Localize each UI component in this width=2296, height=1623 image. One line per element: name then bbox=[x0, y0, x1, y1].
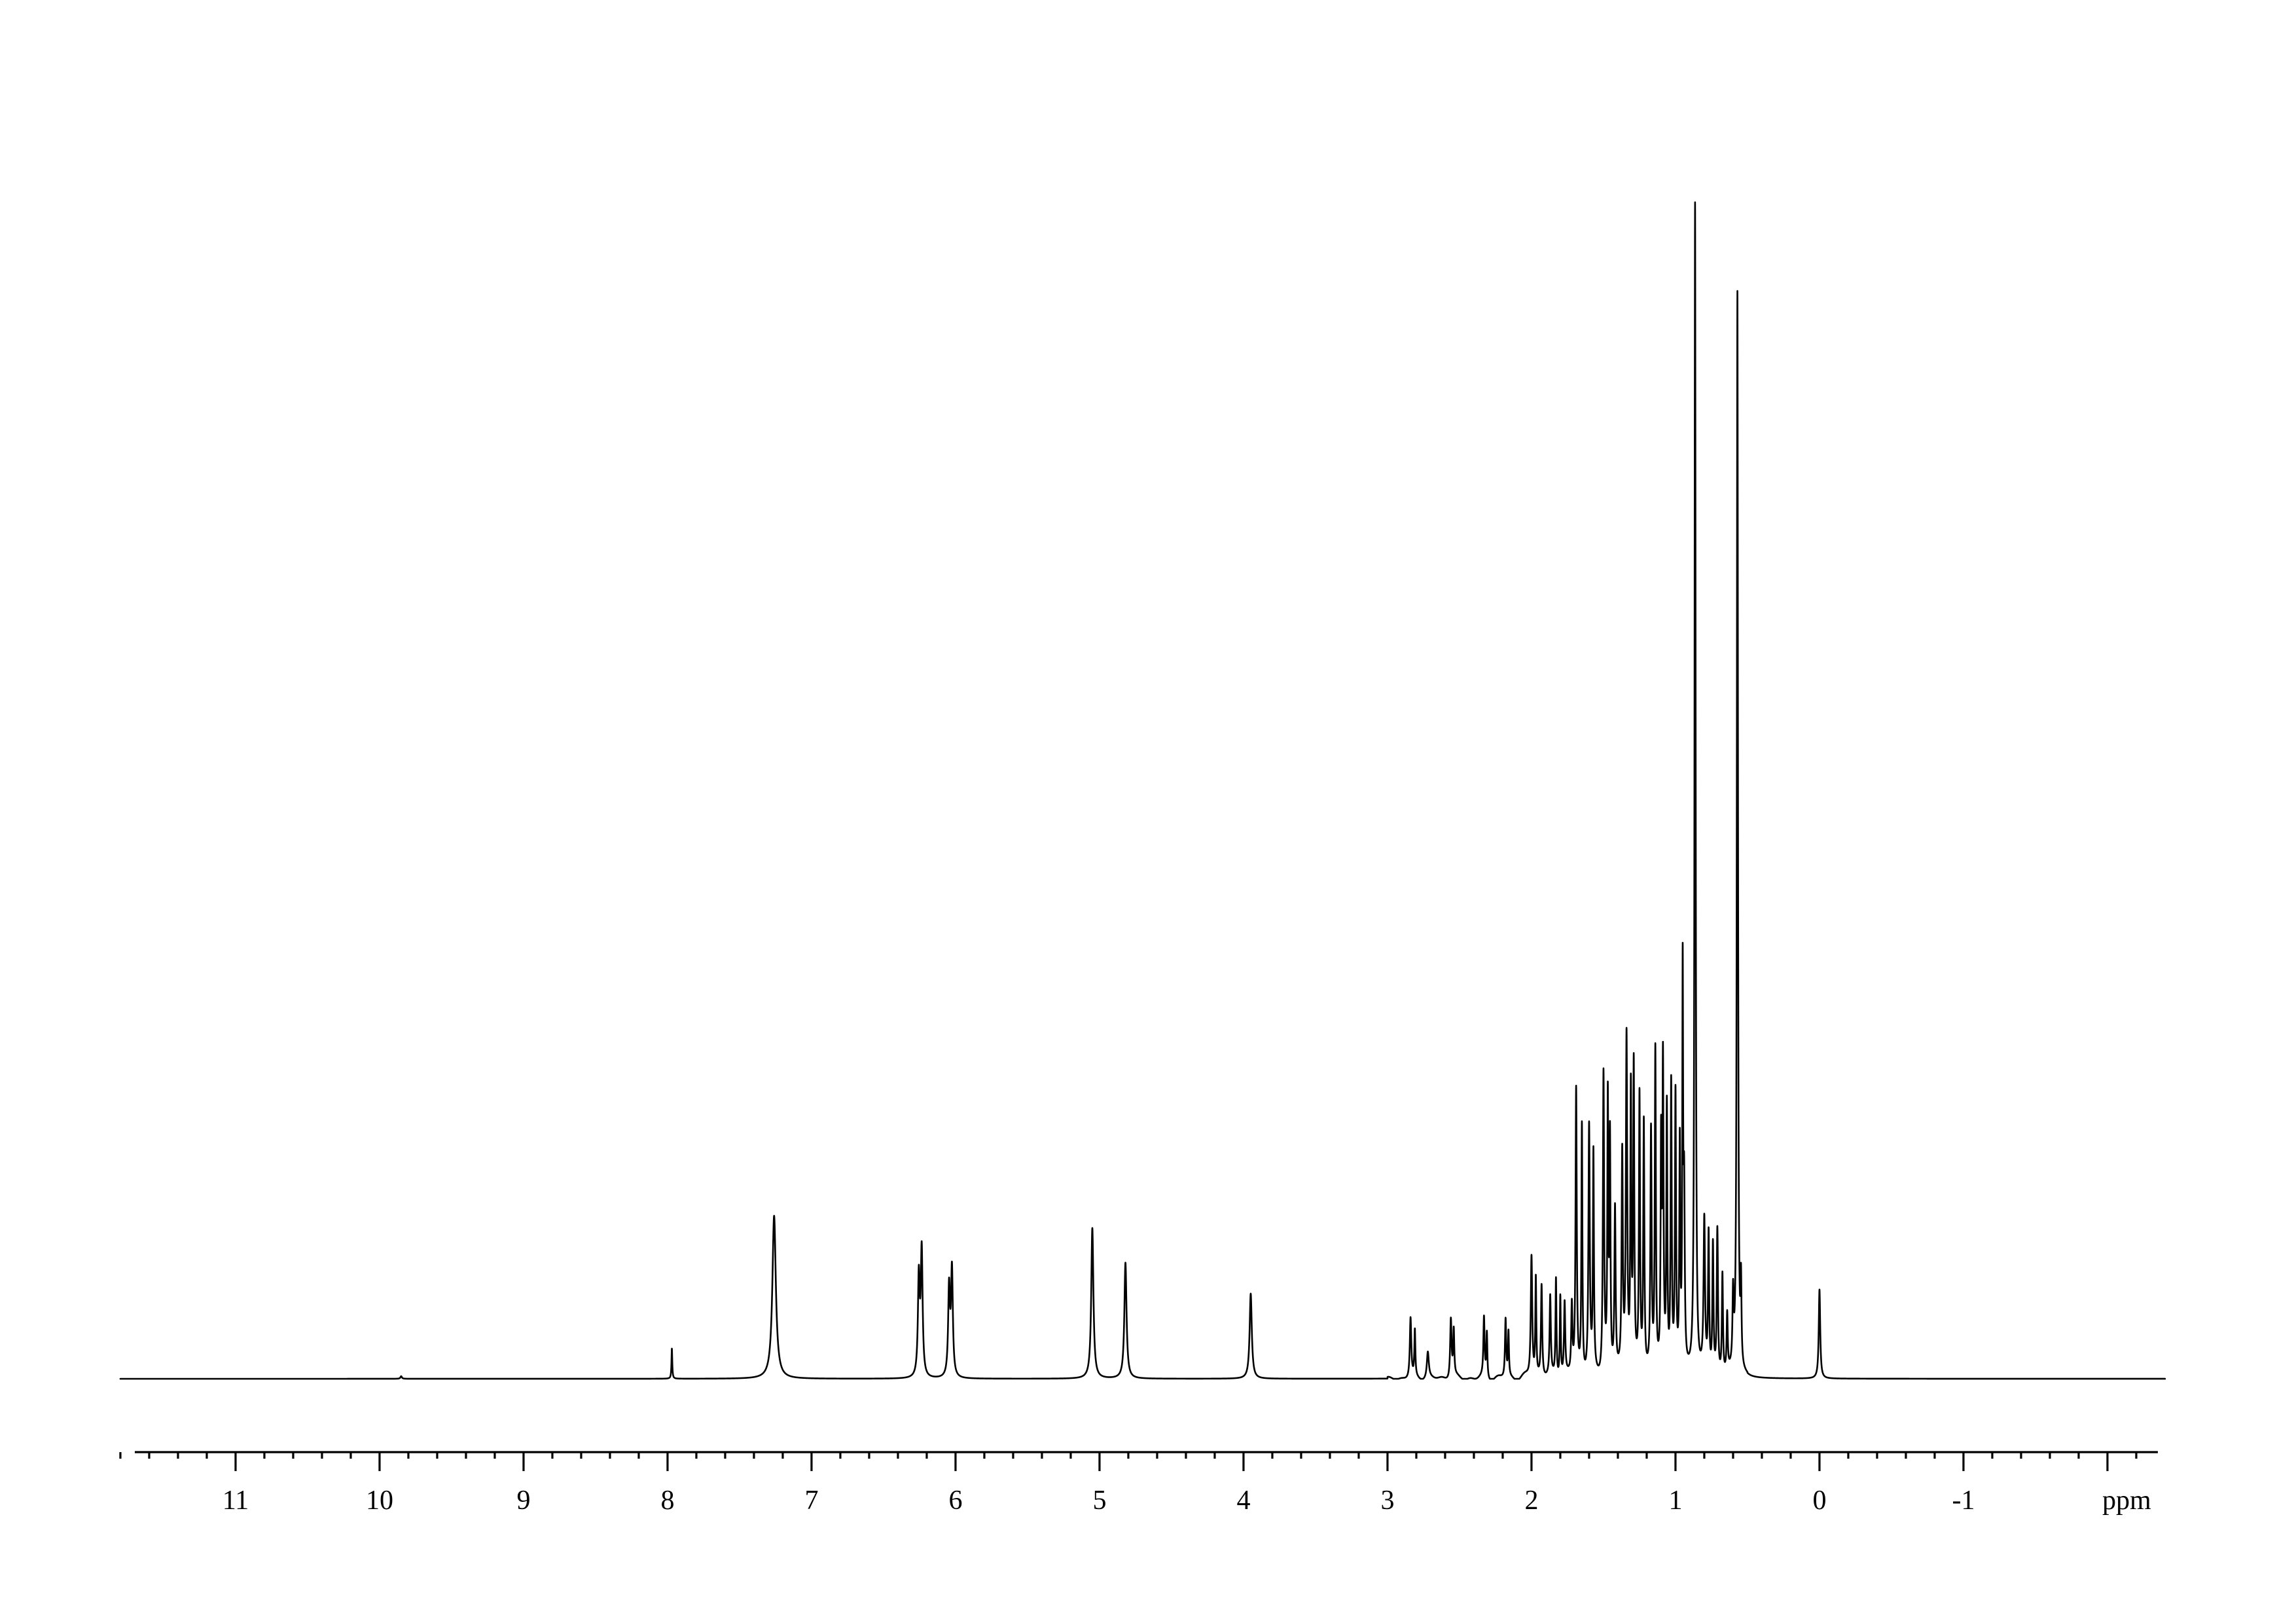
svg-text:10: 10 bbox=[366, 1486, 393, 1516]
svg-text:3: 3 bbox=[1380, 1486, 1394, 1516]
svg-text:6: 6 bbox=[948, 1486, 962, 1516]
svg-text:9: 9 bbox=[516, 1486, 530, 1516]
svg-text:7: 7 bbox=[804, 1486, 818, 1516]
svg-text:-1: -1 bbox=[1952, 1486, 1975, 1516]
svg-text:ppm: ppm bbox=[2102, 1486, 2151, 1516]
svg-text:11: 11 bbox=[223, 1486, 249, 1516]
svg-text:4: 4 bbox=[1236, 1486, 1250, 1516]
svg-text:8: 8 bbox=[660, 1486, 674, 1516]
svg-text:0: 0 bbox=[1812, 1486, 1826, 1516]
svg-text:5: 5 bbox=[1092, 1486, 1106, 1516]
svg-text:2: 2 bbox=[1524, 1486, 1538, 1516]
svg-text:1: 1 bbox=[1668, 1486, 1682, 1516]
